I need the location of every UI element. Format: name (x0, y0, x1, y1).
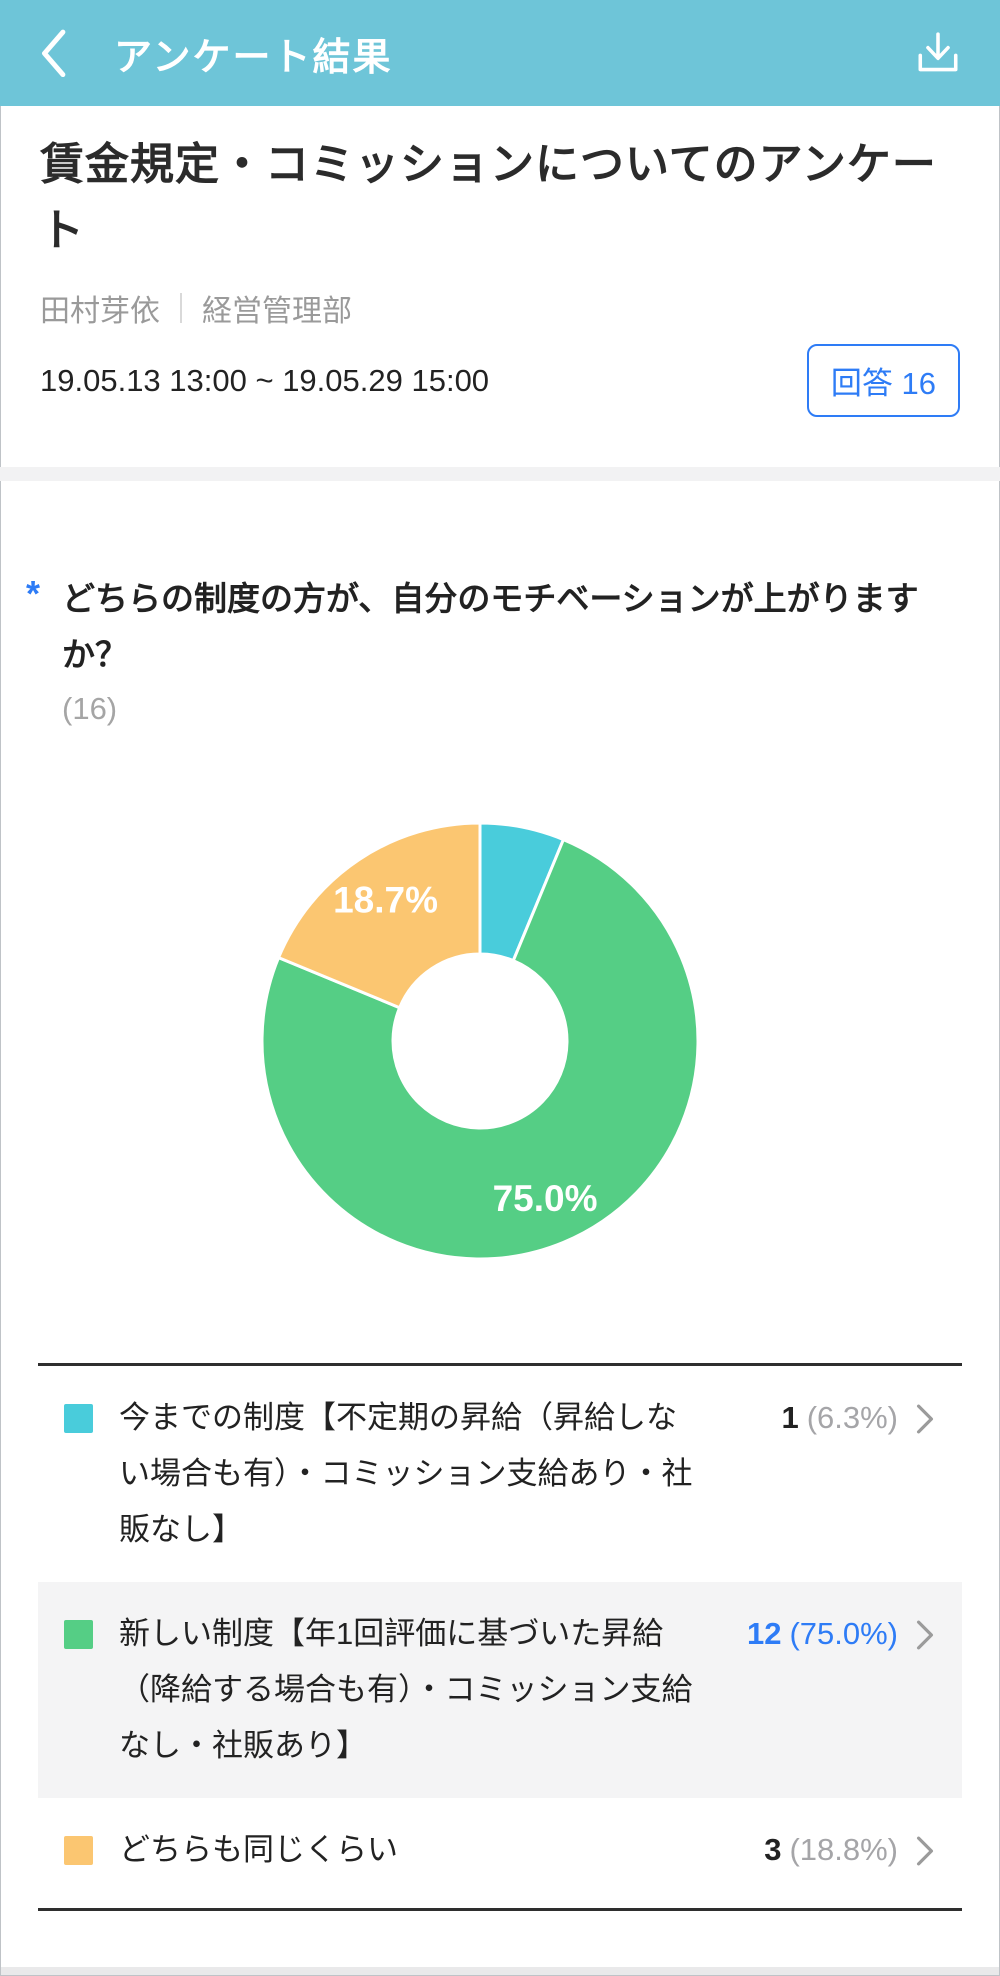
chevron-right-icon (916, 1620, 934, 1650)
legend-color-swatch (64, 1836, 93, 1866)
download-icon (918, 32, 958, 72)
chevron-right-icon (916, 1836, 934, 1866)
question-block: * どちらの制度の方が、自分のモチベーションが上がりますか？ (26, 571, 960, 683)
required-marker-icon: * (26, 573, 41, 614)
answer-count: 12 (746, 1616, 782, 1652)
back-button[interactable] (36, 29, 70, 77)
chevron-left-icon (42, 29, 66, 77)
survey-meta: 田村芽依 経営管理部 (40, 286, 960, 330)
legend-color-swatch (64, 1404, 93, 1434)
app-bar-title: アンケート結果 (114, 36, 393, 79)
answer-row[interactable]: どちらも同じくらい 3 (18.8%) (38, 1798, 962, 1908)
answer-value: 1 (6.3%) (710, 1390, 898, 1452)
answer-value: 3 (18.8%) (710, 1822, 898, 1884)
pie-slice-label: 75.0% (493, 1178, 598, 1219)
meta-divider (180, 293, 182, 323)
legend-color-swatch (64, 1620, 93, 1650)
answer-label: 新しい制度【年1回評価に基づいた昇給（降給する場合も有）・コミッション支給なし・… (119, 1616, 693, 1764)
answer-label: 今までの制度【不定期の昇給（昇給しない場合も有）・コミッション支給あり・社販なし… (119, 1400, 693, 1548)
section-divider-band (0, 467, 1000, 481)
pie-slice-label: 18.7% (333, 880, 438, 921)
date-row: 19.05.13 13:00 ~ 19.05.29 15:00 回答 16 (40, 344, 960, 467)
answer-label: どちらも同じくらい (119, 1832, 398, 1868)
pie-slice-1 (260, 838, 700, 1261)
survey-header-section: 賃金規定・コミッションについてのアンケート 田村芽依 経営管理部 19.05.1… (0, 106, 1000, 467)
chart-area: 75.0% 18.7% (40, 811, 960, 1271)
survey-period: 19.05.13 13:00 ~ 19.05.29 15:00 (40, 362, 490, 398)
answer-count: 1 (781, 1400, 799, 1436)
answer-list: 今までの制度【不定期の昇給（昇給しない場合も有）・コミッション支給あり・社販なし… (38, 1363, 962, 1912)
answer-row[interactable]: 新しい制度【年1回評価に基づいた昇給（降給する場合も有）・コミッション支給なし・… (38, 1582, 962, 1799)
bottom-edge-strip (1, 1967, 999, 1975)
answer-count: 3 (764, 1832, 782, 1868)
answer-percent: (6.3%) (806, 1400, 898, 1436)
answer-value: 12 (75.0%) (710, 1606, 898, 1668)
answer-percent: (75.0%) (789, 1616, 898, 1652)
survey-title: 賃金規定・コミッションについてのアンケート (40, 140, 937, 255)
question-section: * どちらの制度の方が、自分のモチベーションが上がりますか？ (16) 75.0… (0, 571, 1000, 1271)
answer-row[interactable]: 今までの制度【不定期の昇給（昇給しない場合も有）・コミッション支給あり・社販なし… (38, 1366, 962, 1582)
download-button[interactable] (912, 27, 964, 79)
response-count: (16) (62, 691, 118, 727)
chevron-right-icon (916, 1404, 934, 1434)
department-name: 経営管理部 (202, 295, 352, 328)
question-text: どちらの制度の方が、自分のモチベーションが上がりますか？ (62, 580, 919, 674)
pie-slice-2 (277, 821, 482, 1010)
answers-count-button[interactable]: 回答 16 (806, 344, 960, 417)
donut-chart: 75.0% 18.7% (260, 821, 700, 1261)
author-name: 田村芽依 (40, 295, 160, 328)
app-bar: アンケート結果 (0, 0, 1000, 106)
answer-percent: (18.8%) (789, 1832, 898, 1868)
